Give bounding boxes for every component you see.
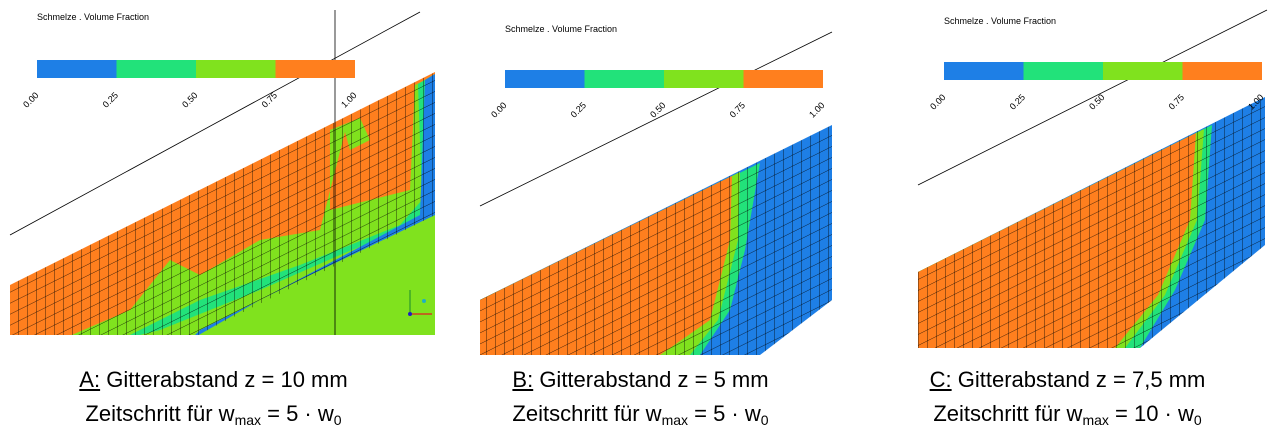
legend-swatch [584,70,664,88]
triad-z [422,299,426,303]
caption-text: Gitterabstand z = 5 mm [533,367,769,392]
caption-label: A: [79,367,101,392]
caption-text: Zeitschritt für w [512,401,662,426]
caption-c: C: Gitterabstand z = 7,5 mm Zeitschritt f… [854,363,1281,431]
panel-b-mesh [479,31,833,355]
legend-tick-label: 0.50 [1087,92,1106,111]
caption-sub: 0 [760,412,769,428]
axis-line [479,31,833,207]
legend-swatch [743,70,823,88]
legend-swatch [1103,62,1183,80]
legend-tick-label: 0.00 [928,92,947,111]
caption-line2: Zeitschritt für wmax = 5 · w0 [427,397,854,431]
legend-tick-label: 0.25 [101,90,120,109]
caption-label: C: [929,367,952,392]
mesh-grid [918,97,1265,348]
legend-swatch [1182,62,1262,80]
legend-tick-label: 0.00 [489,100,508,119]
caption-b: B: Gitterabstand z = 5 mm Zeitschritt für… [427,363,854,431]
caption-sub: 0 [333,412,342,428]
caption-line2: Zeitschritt für wmax = 10 · w0 [854,397,1281,431]
legend-tick-label: 1.00 [807,100,826,119]
axis-line [917,9,1268,186]
caption-sub: max [234,412,262,428]
legend-tick-label: 0.25 [1008,92,1027,111]
triad-origin [408,312,412,316]
legend-tick-label: 0.50 [648,100,667,119]
legend-swatch [664,70,744,88]
legend-swatch [37,60,117,78]
legend-swatch [116,60,196,78]
legend-tick-label: 0.25 [569,100,588,119]
legend-tick-label: 0.75 [1167,92,1186,111]
caption-a: A: Gitterabstand z = 10 mm Zeitschritt fü… [0,363,427,431]
caption-line1: A: Gitterabstand z = 10 mm [0,363,427,397]
caption-sub: 0 [1193,412,1202,428]
legend-swatch [1023,62,1103,80]
mesh-grid [10,72,435,335]
caption-text: = 5 · w [261,401,334,426]
caption-text: Zeitschritt für w [933,401,1083,426]
legend-swatch [196,60,276,78]
legend-swatch [505,70,585,88]
caption-text: = 10 · w [1108,401,1194,426]
caption-line1: B: Gitterabstand z = 5 mm [427,363,854,397]
legend-title: Schmelze . Volume Fraction [505,24,617,34]
mesh-grid [480,125,832,355]
legend-title: Schmelze . Volume Fraction [944,16,1056,26]
caption-sub: max [1082,412,1109,428]
caption-label: B: [512,367,534,392]
legend-swatch [275,60,355,78]
caption-line2: Zeitschritt für wmax = 5 · w0 [0,397,427,431]
legend-swatch [944,62,1024,80]
legend-title: Schmelze . Volume Fraction [37,12,149,22]
panel-c-mesh [917,9,1268,348]
caption-text: Zeitschritt für w [85,401,235,426]
caption-text: Gitterabstand z = 10 mm [100,367,348,392]
legend-tick-label: 1.00 [339,90,358,109]
legend-tick-label: 0.00 [21,90,40,109]
caption-text: = 5 · w [688,401,761,426]
legend-tick-label: 0.75 [260,90,279,109]
legend-tick-label: 0.50 [180,90,199,109]
caption-text: Gitterabstand z = 7,5 mm [951,367,1206,392]
legend-tick-label: 0.75 [728,100,747,119]
caption-sub: max [661,412,689,428]
caption-line1: C: Gitterabstand z = 7,5 mm [854,363,1281,397]
triad [408,290,432,316]
panel-a-mesh [9,10,435,335]
axis-line [9,11,421,236]
